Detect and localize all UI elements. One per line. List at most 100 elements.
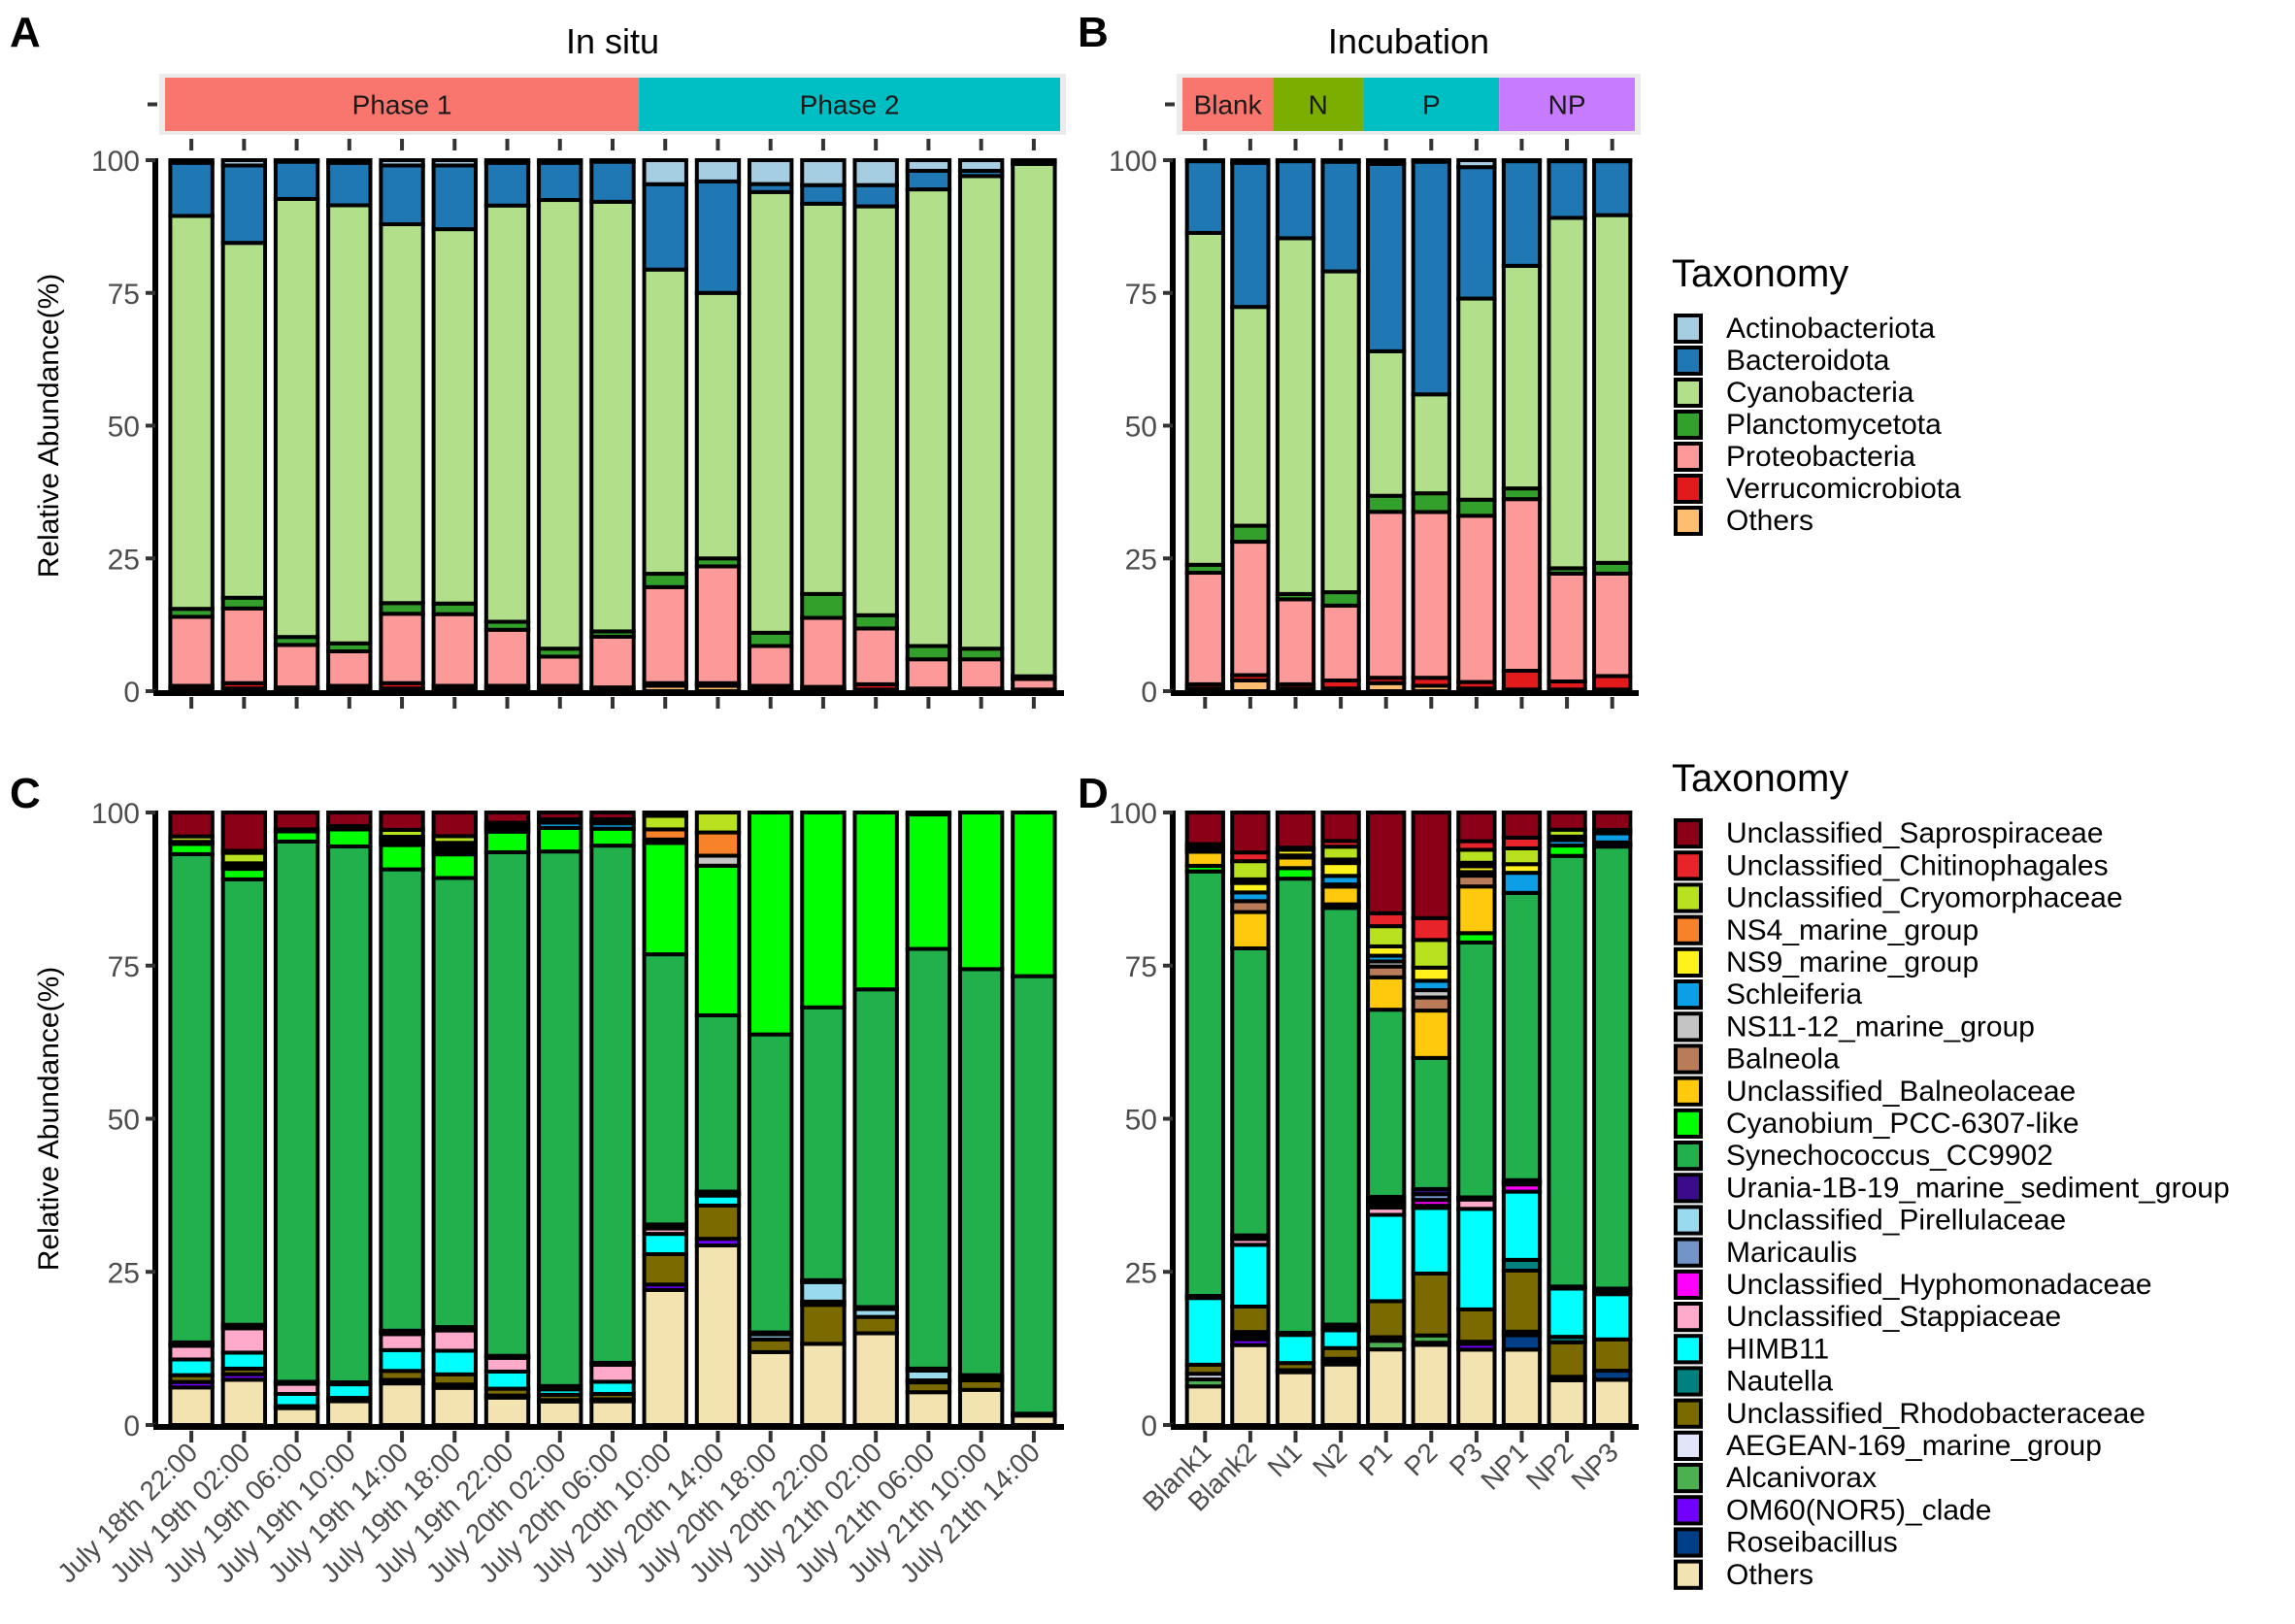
strip-group-0: [1182, 78, 1274, 131]
bar-segment: [642, 267, 688, 577]
bar-segment: [1501, 263, 1543, 491]
bar-segment: [483, 160, 531, 208]
bar-segment: [168, 1385, 215, 1428]
bar-segment: [1184, 230, 1225, 567]
bar-segment: [957, 967, 1005, 1377]
legend-swatch: [1674, 1398, 1703, 1429]
group-strip: Blank N P NP: [1165, 74, 1641, 150]
legend-swatch: [1674, 1269, 1703, 1301]
bar-stack: [1501, 158, 1543, 693]
legend-label: Nautella: [1726, 1366, 1833, 1398]
bar-stack: [379, 158, 425, 694]
bar-segment: [905, 811, 952, 817]
bar-segment: [1592, 158, 1633, 164]
legend-label: NS11-12_marine_group: [1726, 1011, 2035, 1043]
bar-segment: [1547, 215, 1587, 571]
bar-segment: [852, 987, 899, 1309]
bar-segment: [1456, 296, 1497, 502]
bar-stack: [537, 158, 583, 694]
bar-stack: [1366, 811, 1407, 1427]
y-tick-label: 50: [1125, 412, 1157, 444]
bar-segment: [220, 1377, 268, 1428]
bar-stack: [168, 158, 215, 694]
bar-stack: [852, 811, 899, 1427]
bar-stack: [1184, 811, 1225, 1428]
bar-segment: [220, 1350, 268, 1371]
bar-segment: [1456, 514, 1497, 684]
bar-segment: [1456, 165, 1497, 301]
bar-segment: [1230, 305, 1271, 528]
y-tick-label: 75: [108, 279, 140, 311]
bar-stack: [220, 811, 268, 1428]
bar-segment: [1547, 159, 1587, 220]
legend-label: Proteobacteria: [1726, 441, 1915, 473]
legend-label: Unclassified_Hyphomonadaceae: [1726, 1269, 2152, 1301]
bar-segment: [431, 811, 478, 839]
bar-segment: [431, 158, 478, 168]
legend-swatch: [1674, 882, 1703, 913]
bar-segment: [431, 612, 478, 688]
bar-segment: [1366, 348, 1407, 498]
bar-stack: [1456, 811, 1497, 1427]
bar-segment: [1547, 811, 1587, 832]
bar-segment: [273, 158, 320, 164]
bar-segment: [1547, 158, 1587, 164]
bar-segment: [220, 811, 268, 853]
legend-label: Planctomycetota: [1726, 409, 1942, 441]
bar-segment: [326, 158, 373, 165]
bar-segment: [642, 952, 688, 1227]
bar-segment: [431, 1328, 478, 1353]
bar-segment: [273, 1406, 320, 1428]
bar-segment: [1230, 811, 1271, 855]
strip-group-1: [1273, 78, 1364, 131]
bar-segment: [1366, 975, 1407, 1012]
y-axis: 0 25 50 75 100: [1109, 146, 1176, 709]
bar-segment: [1184, 1296, 1225, 1367]
bar-segment: [905, 187, 952, 648]
bar-segment: [1230, 540, 1271, 678]
bar-segment: [1230, 1304, 1271, 1335]
panel-letter: D: [1078, 770, 1109, 817]
bar-segment: [483, 1355, 531, 1374]
bar-segment: [273, 643, 320, 690]
bar-segment: [905, 812, 952, 951]
bar-segment: [1411, 1206, 1451, 1276]
bar-segment: [1501, 871, 1543, 895]
y-tick-label: 50: [1125, 1105, 1157, 1137]
bar-segment: [694, 1203, 742, 1242]
y-tick-label: 0: [1141, 677, 1157, 709]
bar-stack: [957, 158, 1005, 694]
bar-stack: [537, 811, 583, 1428]
bar-segment: [1320, 811, 1361, 844]
bar-segment: [1456, 158, 1497, 170]
bar-segment: [1275, 1370, 1316, 1427]
bar-segment: [642, 841, 688, 957]
bar-segment: [168, 614, 215, 688]
bar-segment: [326, 827, 373, 848]
bar-segment: [1366, 493, 1407, 514]
bar-segment: [1320, 603, 1361, 682]
bar-segment: [1592, 845, 1633, 1291]
legend-swatch: [1674, 410, 1703, 440]
legend-label: Unclassified_Saprospiraceae: [1726, 817, 2104, 849]
legend-genus: TaxonomyUnclassified_SaprospiraceaeUncla…: [1672, 757, 2230, 1591]
bar-segment: [1411, 938, 1451, 970]
bar-stack: [483, 811, 531, 1427]
bar-stack: [1320, 158, 1361, 694]
bar-stack: [1411, 811, 1451, 1427]
bar-stack: [1411, 158, 1451, 694]
bar-segment: [642, 1287, 688, 1427]
bar-segment: [1501, 811, 1543, 840]
bar-segment: [589, 634, 636, 690]
bar-segment: [748, 1032, 794, 1335]
bar-stack: [1011, 158, 1057, 694]
strip-group-0: [165, 78, 640, 131]
bar-segment: [1275, 597, 1316, 686]
bar-segment: [537, 654, 583, 688]
bar-segment: [537, 811, 583, 821]
bar-segment: [1501, 159, 1543, 268]
bars: [168, 811, 1057, 1428]
bar-segment: [431, 1348, 478, 1376]
bar-stack: [379, 811, 425, 1427]
bar-segment: [379, 811, 425, 832]
